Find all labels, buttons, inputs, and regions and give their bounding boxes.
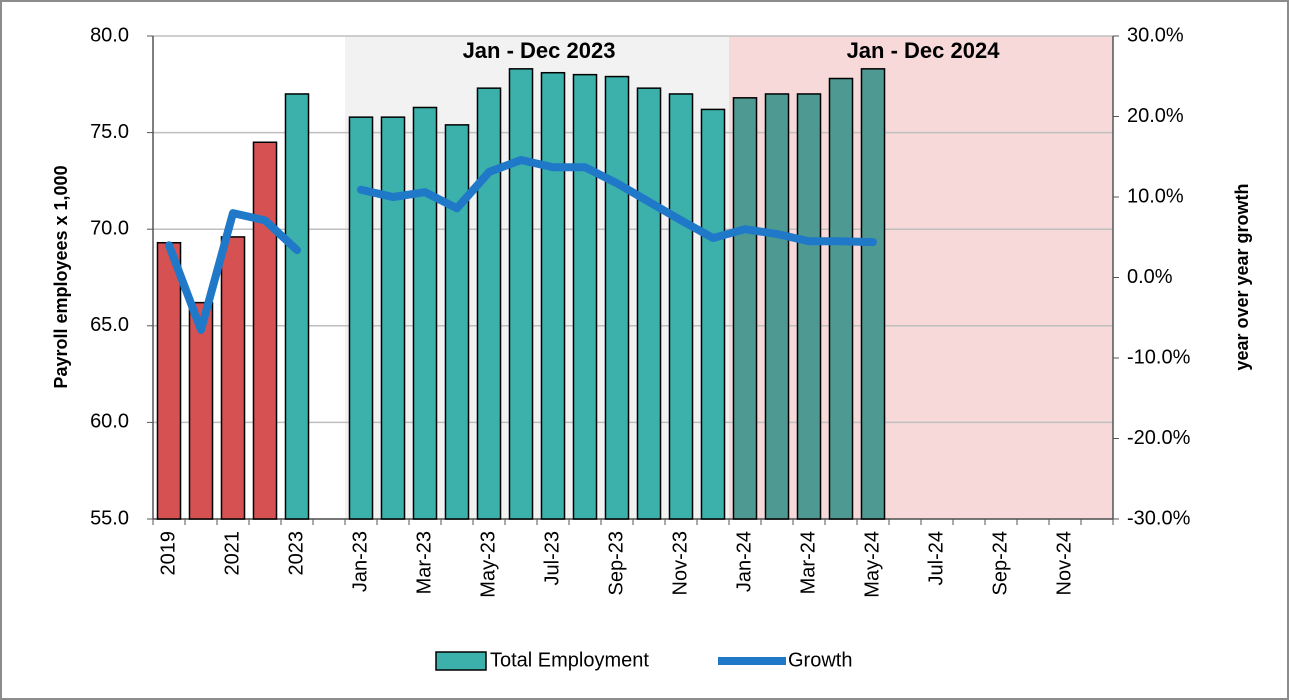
- bar: [764, 93, 790, 520]
- x-tick-label: May-23: [477, 531, 499, 598]
- bar: [860, 68, 886, 520]
- y-tick-label: 65.0: [90, 314, 129, 336]
- y-tick-label: 70.0: [90, 217, 129, 239]
- y2-tick-label: 10.0%: [1127, 185, 1184, 207]
- bar: [284, 93, 310, 520]
- y2-tick-label: 30.0%: [1127, 24, 1184, 46]
- y2-tick-label: -20.0%: [1127, 427, 1191, 449]
- bar: [828, 77, 854, 520]
- bar: [508, 68, 534, 520]
- bar: [636, 87, 662, 520]
- bar: [700, 108, 726, 520]
- bar: [220, 236, 246, 520]
- bar: [668, 93, 694, 520]
- x-tick-label: Nov-23: [669, 531, 691, 595]
- legend-label: Total Employment: [490, 649, 649, 671]
- x-tick-label: Nov-24: [1053, 531, 1075, 595]
- y2-tick-label: -30.0%: [1127, 507, 1191, 529]
- bar: [572, 73, 598, 520]
- region: [729, 36, 1113, 519]
- y2-tick-label: 0.0%: [1127, 266, 1173, 288]
- region: [345, 36, 729, 519]
- y-tick-label: 80.0: [90, 24, 129, 46]
- line: [165, 155, 877, 334]
- bar: [476, 87, 502, 520]
- bar: [348, 116, 374, 520]
- bar: [412, 106, 438, 520]
- y2-tick-label: -10.0%: [1127, 346, 1191, 368]
- x-tick-label: Sep-23: [605, 531, 627, 596]
- x-tick-label: Mar-23: [413, 531, 435, 594]
- bar: [732, 97, 758, 520]
- y-axis-title: Payroll employees x 1,000: [51, 165, 71, 388]
- x-tick-label: Mar-24: [797, 531, 819, 594]
- y2-tick-label: 20.0%: [1127, 105, 1184, 127]
- bar: [252, 141, 278, 520]
- x-tick-label: Jul-24: [925, 531, 947, 585]
- x-tick-label: Jul-23: [541, 531, 563, 585]
- y2-axis-title: year over year growth: [1232, 183, 1252, 370]
- bar: [156, 241, 182, 520]
- x-tick-label: May-24: [861, 531, 883, 598]
- legend-label: Growth: [788, 649, 852, 671]
- bar: [444, 124, 470, 520]
- x-tick-label: 2019: [157, 531, 179, 576]
- bar: [796, 93, 822, 520]
- bar: [188, 301, 214, 520]
- bar: [380, 116, 406, 520]
- x-tick-label: Sep-24: [989, 531, 1011, 596]
- x-tick-label: 2023: [285, 531, 307, 576]
- x-tick-label: Jan-24: [733, 531, 755, 592]
- y-tick-label: 75.0: [90, 121, 129, 143]
- region-label: Jan - Dec 2023: [463, 38, 616, 63]
- x-tick-label: 2021: [221, 531, 243, 576]
- bar: [540, 71, 566, 520]
- y-tick-label: 60.0: [90, 411, 129, 433]
- legend-swatch: [435, 651, 487, 671]
- x-tick-label: Jan-23: [349, 531, 371, 592]
- region-label: Jan - Dec 2024: [847, 38, 1001, 63]
- y-tick-label: 55.0: [90, 507, 129, 529]
- bar: [604, 75, 630, 520]
